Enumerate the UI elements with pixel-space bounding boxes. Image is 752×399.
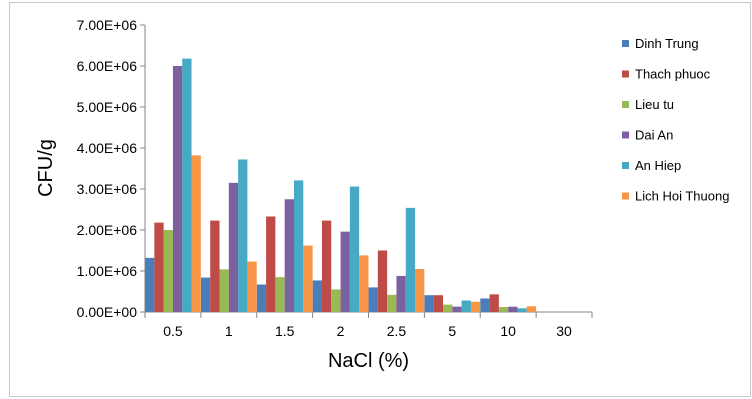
- y-tick-label: 7.00E+06: [77, 17, 138, 33]
- bar: [293, 180, 304, 312]
- bar: [508, 306, 518, 312]
- y-tick-label: 0.00E+00: [77, 304, 138, 320]
- bar: [219, 269, 229, 312]
- bar: [415, 268, 425, 312]
- bar: [247, 261, 257, 312]
- legend-swatch: [622, 162, 629, 169]
- legend-swatch: [622, 101, 629, 108]
- y-tick-label: 6.00E+06: [77, 58, 138, 74]
- x-axis: 0.5 1 1.5 2 2.5 5 10 30: [144, 311, 593, 339]
- bar: [275, 277, 285, 312]
- bar: [284, 199, 294, 312]
- bar: [526, 306, 537, 312]
- x-tick-label: 30: [556, 323, 572, 339]
- bar: [452, 306, 462, 312]
- y-tick-label: 3.00E+06: [77, 181, 138, 197]
- x-tick-label: 10: [500, 323, 516, 339]
- bar: [312, 280, 322, 312]
- x-tick-label: 1.5: [275, 323, 295, 339]
- y-axis: 0.00E+00 1.00E+06 2.00E+06 3.00E+06 4.00E+06…: [77, 17, 146, 320]
- y-axis-title: CFU/g: [35, 139, 57, 197]
- x-tick-label: 0.5: [163, 323, 183, 339]
- bar: [145, 257, 155, 312]
- legend-label: Dinh Trung: [635, 36, 699, 51]
- bar: [396, 275, 406, 312]
- bar: [340, 231, 350, 312]
- bar: [331, 289, 341, 312]
- bar: [172, 66, 183, 312]
- bar: [256, 284, 267, 312]
- legend-label: Lich Hoi Thuong: [635, 189, 729, 204]
- bar: [405, 207, 416, 312]
- legend-label: An Hiep: [635, 158, 681, 173]
- bar: [238, 159, 248, 312]
- bar: [424, 295, 434, 312]
- bar: [368, 287, 378, 312]
- bar: [387, 294, 397, 312]
- y-tick-label: 4.00E+06: [77, 140, 138, 156]
- bar: [210, 220, 220, 312]
- bar: [182, 58, 192, 313]
- legend: Dinh Trung Thach phuoc Lieu tu Dai An An Hie…: [622, 36, 729, 204]
- bar: [433, 295, 444, 312]
- bar: [489, 294, 499, 312]
- bar: [154, 222, 164, 312]
- y-tick-label: 5.00E+06: [77, 99, 138, 115]
- bar: [517, 308, 527, 312]
- legend-label: Dai An: [635, 128, 673, 143]
- x-tick-label: 5: [448, 323, 456, 339]
- bar: [200, 277, 211, 312]
- legend-swatch: [622, 70, 629, 78]
- bar: [163, 230, 173, 312]
- x-tick-label: 2.5: [387, 323, 407, 339]
- bar: [321, 220, 332, 312]
- y-tick-label: 1.00E+06: [77, 263, 138, 279]
- bar: [461, 300, 471, 312]
- legend-swatch: [622, 40, 629, 47]
- bar: [377, 250, 388, 312]
- bar: [266, 216, 276, 312]
- bar: [443, 304, 453, 312]
- bar: [228, 182, 239, 312]
- legend-swatch: [622, 192, 629, 200]
- bar: [191, 155, 201, 312]
- bar: [349, 186, 360, 312]
- bar: [303, 245, 313, 312]
- x-tick-label: 1: [225, 323, 233, 339]
- legend-swatch: [622, 131, 629, 139]
- bar: [498, 307, 509, 312]
- x-axis-title: NaCl (%): [328, 350, 409, 372]
- x-tick-label: 2: [337, 323, 345, 339]
- bar: [480, 298, 490, 312]
- bars: [145, 58, 537, 313]
- y-tick-label: 2.00E+06: [77, 222, 138, 238]
- legend-label: Thach phuoc: [635, 67, 711, 82]
- legend-label: Lieu tu: [635, 97, 674, 112]
- bar: [470, 301, 481, 312]
- bar: [359, 255, 369, 312]
